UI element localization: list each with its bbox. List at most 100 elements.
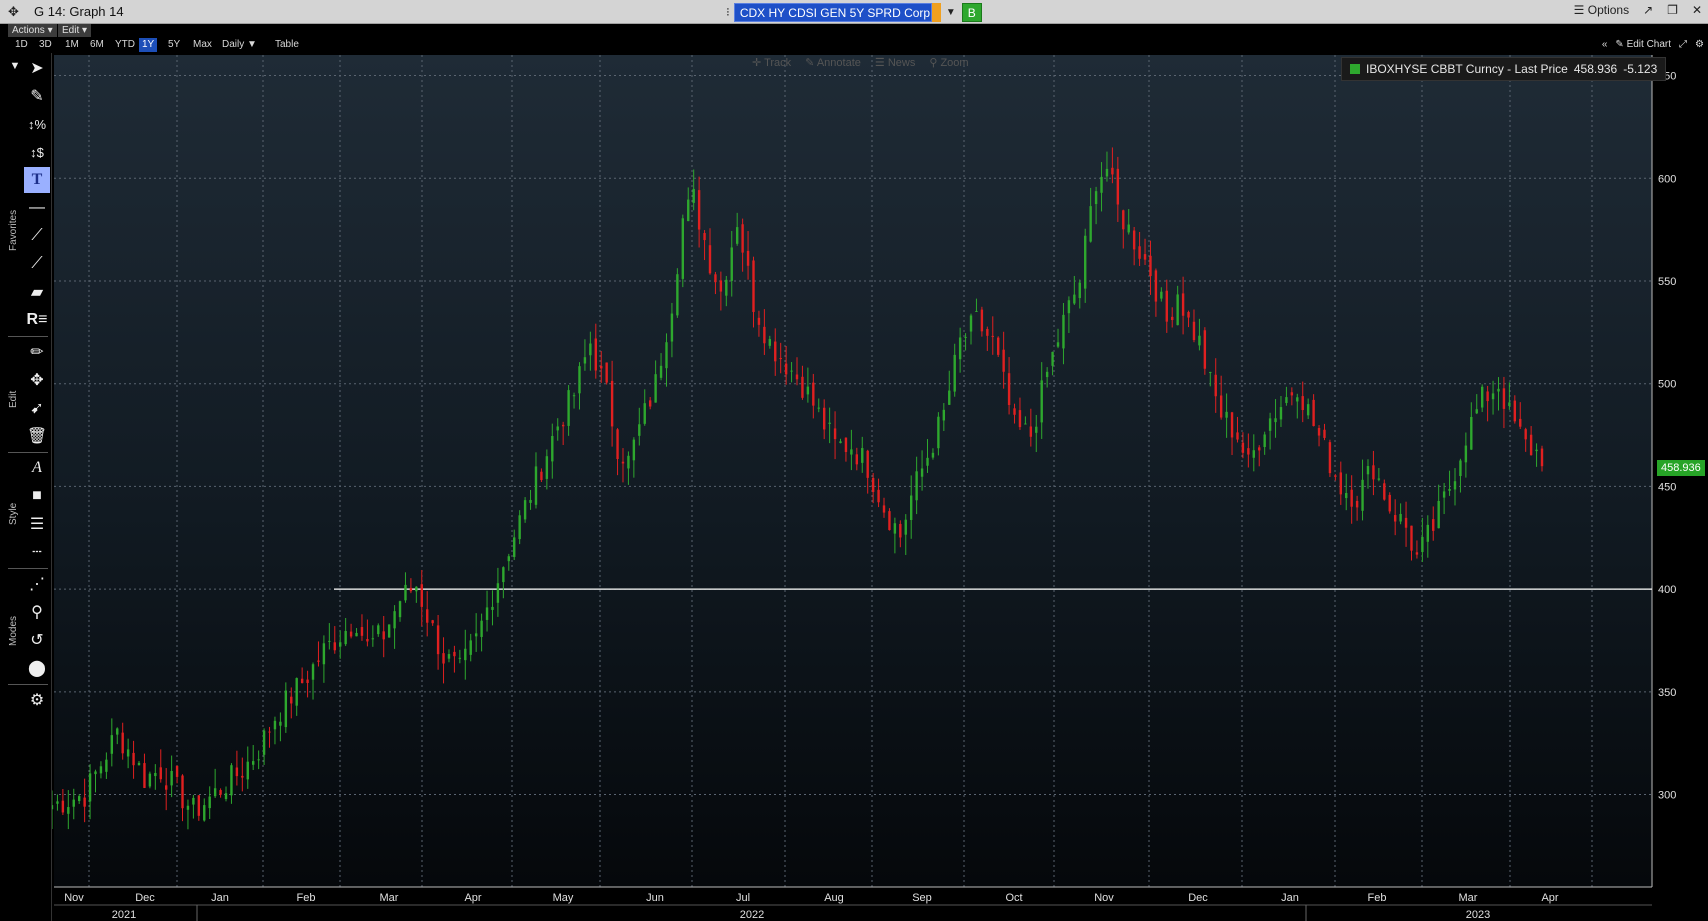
track-button[interactable]: ✛ Track <box>752 57 792 69</box>
pen-line-icon[interactable]: ✎ <box>30 88 44 105</box>
collapse-icon[interactable]: « <box>1601 39 1608 50</box>
candle-body <box>730 247 733 281</box>
range-1d[interactable]: 1D <box>15 39 28 50</box>
regression-icon[interactable]: R≡ <box>26 311 48 328</box>
candle-body <box>300 678 304 684</box>
candle-body <box>1453 481 1457 490</box>
font-style-icon[interactable]: A <box>32 459 42 476</box>
line-style-icon[interactable]: ┄ <box>32 544 42 561</box>
range-max[interactable]: Max <box>193 39 212 50</box>
zoom-button[interactable]: ⚲ Zoom <box>929 57 969 69</box>
range-ytd[interactable]: YTD <box>115 39 135 50</box>
expand-icon[interactable]: ⤢ <box>1679 39 1688 50</box>
candle-body <box>1410 525 1413 551</box>
news-button[interactable]: ☰ News <box>874 57 916 69</box>
candle-body <box>83 797 86 807</box>
range-3d[interactable]: 3D <box>39 39 52 50</box>
restore-icon[interactable]: ❐ <box>1667 3 1678 17</box>
x-month-label: Apr <box>1541 892 1558 904</box>
candle-body <box>1122 210 1125 230</box>
candle-body <box>551 436 554 462</box>
color-palette-icon[interactable]: ⬤ <box>28 660 46 677</box>
chart-area[interactable]: 650 600 550 500 450 400 350 300 Nov Dec Jan Feb Mar A… <box>52 53 1708 921</box>
candle-body <box>1274 418 1277 423</box>
table-button[interactable]: Table <box>275 39 299 50</box>
candle-body <box>273 720 277 730</box>
toolbar-collapse-icon[interactable]: ▼ <box>9 60 21 72</box>
popout-icon[interactable]: ↗ <box>1643 3 1654 17</box>
candle-body <box>121 732 124 754</box>
candle-body <box>784 363 788 375</box>
trend-line-icon[interactable]: ⟋ <box>31 227 43 244</box>
candle-body <box>426 609 429 623</box>
chart-tools: ✛ Track ✎ Annotate ☰ News ⚲ Zoom <box>752 56 969 69</box>
magnet-icon[interactable]: ↺ <box>30 632 44 649</box>
frequency-dropdown[interactable]: Daily ▼ <box>222 39 257 50</box>
range-6m[interactable]: 6M <box>90 39 104 50</box>
line-weight-icon[interactable]: ☰ <box>29 516 45 533</box>
fill-color-icon[interactable]: ■ <box>32 487 42 504</box>
candle-body <box>474 633 478 637</box>
chart-legend[interactable]: IBOXHYSE CBBT Curncy - Last Price 458.93… <box>1341 57 1667 81</box>
candle-body <box>1524 429 1527 440</box>
candle-body <box>812 382 815 406</box>
gear-icon[interactable]: ⚙ <box>1695 39 1704 50</box>
settings-gear-icon[interactable]: ⚙ <box>29 692 45 709</box>
edit-chart-controls: « ✎ Edit Chart ⤢ ⚙ <box>1602 38 1704 52</box>
snap-icon[interactable]: ⚲ <box>31 604 43 621</box>
dotted-line-icon[interactable]: ⋰ <box>29 576 45 593</box>
candle-body <box>126 749 130 757</box>
candle-body <box>795 374 799 380</box>
ray-line-icon[interactable]: ⟋ <box>31 255 43 272</box>
move-tool-icon[interactable]: ✥ <box>30 372 44 389</box>
candle-body <box>116 728 119 735</box>
channel-icon[interactable]: ▰ <box>30 284 44 301</box>
candle-body <box>578 366 581 394</box>
drag-handle-icon[interactable]: ⁝ <box>726 5 730 19</box>
trash-icon[interactable]: 🗑 <box>26 428 48 445</box>
candle-body <box>1013 408 1016 415</box>
candle-body <box>1143 254 1147 260</box>
candle-body <box>175 765 179 777</box>
chevron-down-icon[interactable]: ▼ <box>945 6 956 18</box>
candle-body <box>605 362 608 383</box>
candle-body <box>518 515 521 540</box>
candle-body <box>203 805 206 821</box>
range-1y[interactable]: 1Y <box>139 38 158 52</box>
dollar-measure-icon[interactable]: ↕$ <box>30 144 44 160</box>
candle-body <box>1296 397 1299 402</box>
close-icon[interactable]: ✕ <box>1691 3 1702 17</box>
go-button[interactable]: B <box>961 2 982 22</box>
candle-body <box>893 523 897 534</box>
ticker-input[interactable]: CDX HY CDSI GEN 5Y SPRD Corp <box>733 2 932 22</box>
candle-body <box>1045 371 1049 378</box>
candle-body <box>1355 500 1359 508</box>
candle-body <box>1339 472 1342 495</box>
actions-menu[interactable]: Actions ▾ <box>8 24 57 37</box>
pointer-icon[interactable]: ➤ <box>30 60 44 77</box>
range-1m[interactable]: 1M <box>65 39 79 50</box>
candle-body <box>648 400 652 407</box>
candle-body <box>920 468 924 477</box>
annotate-button[interactable]: ✎ Annotate <box>805 57 861 69</box>
horizontal-line-icon[interactable]: — <box>29 199 45 216</box>
candle-body <box>1442 491 1446 498</box>
pencil-icon[interactable]: ✏ <box>30 344 44 361</box>
candle-body <box>246 761 249 780</box>
move-icon[interactable]: ✥ <box>8 4 19 19</box>
candle-body <box>529 499 532 503</box>
range-5y[interactable]: 5Y <box>168 39 181 50</box>
edit-chart-button[interactable]: ✎ Edit Chart <box>1615 39 1672 50</box>
candle-body <box>181 775 184 809</box>
percent-measure-icon[interactable]: ↕% <box>27 116 47 132</box>
candle-body <box>464 648 467 661</box>
select-move-icon[interactable]: ➹ <box>30 400 44 417</box>
options-menu[interactable]: ☰ Options <box>1573 3 1630 17</box>
candle-body <box>186 805 190 810</box>
candle-body <box>986 328 989 336</box>
candle-body <box>436 625 440 655</box>
candle-body <box>1459 460 1462 477</box>
edit-menu[interactable]: Edit ▾ <box>58 24 92 37</box>
text-tool-icon[interactable]: T <box>24 167 50 193</box>
